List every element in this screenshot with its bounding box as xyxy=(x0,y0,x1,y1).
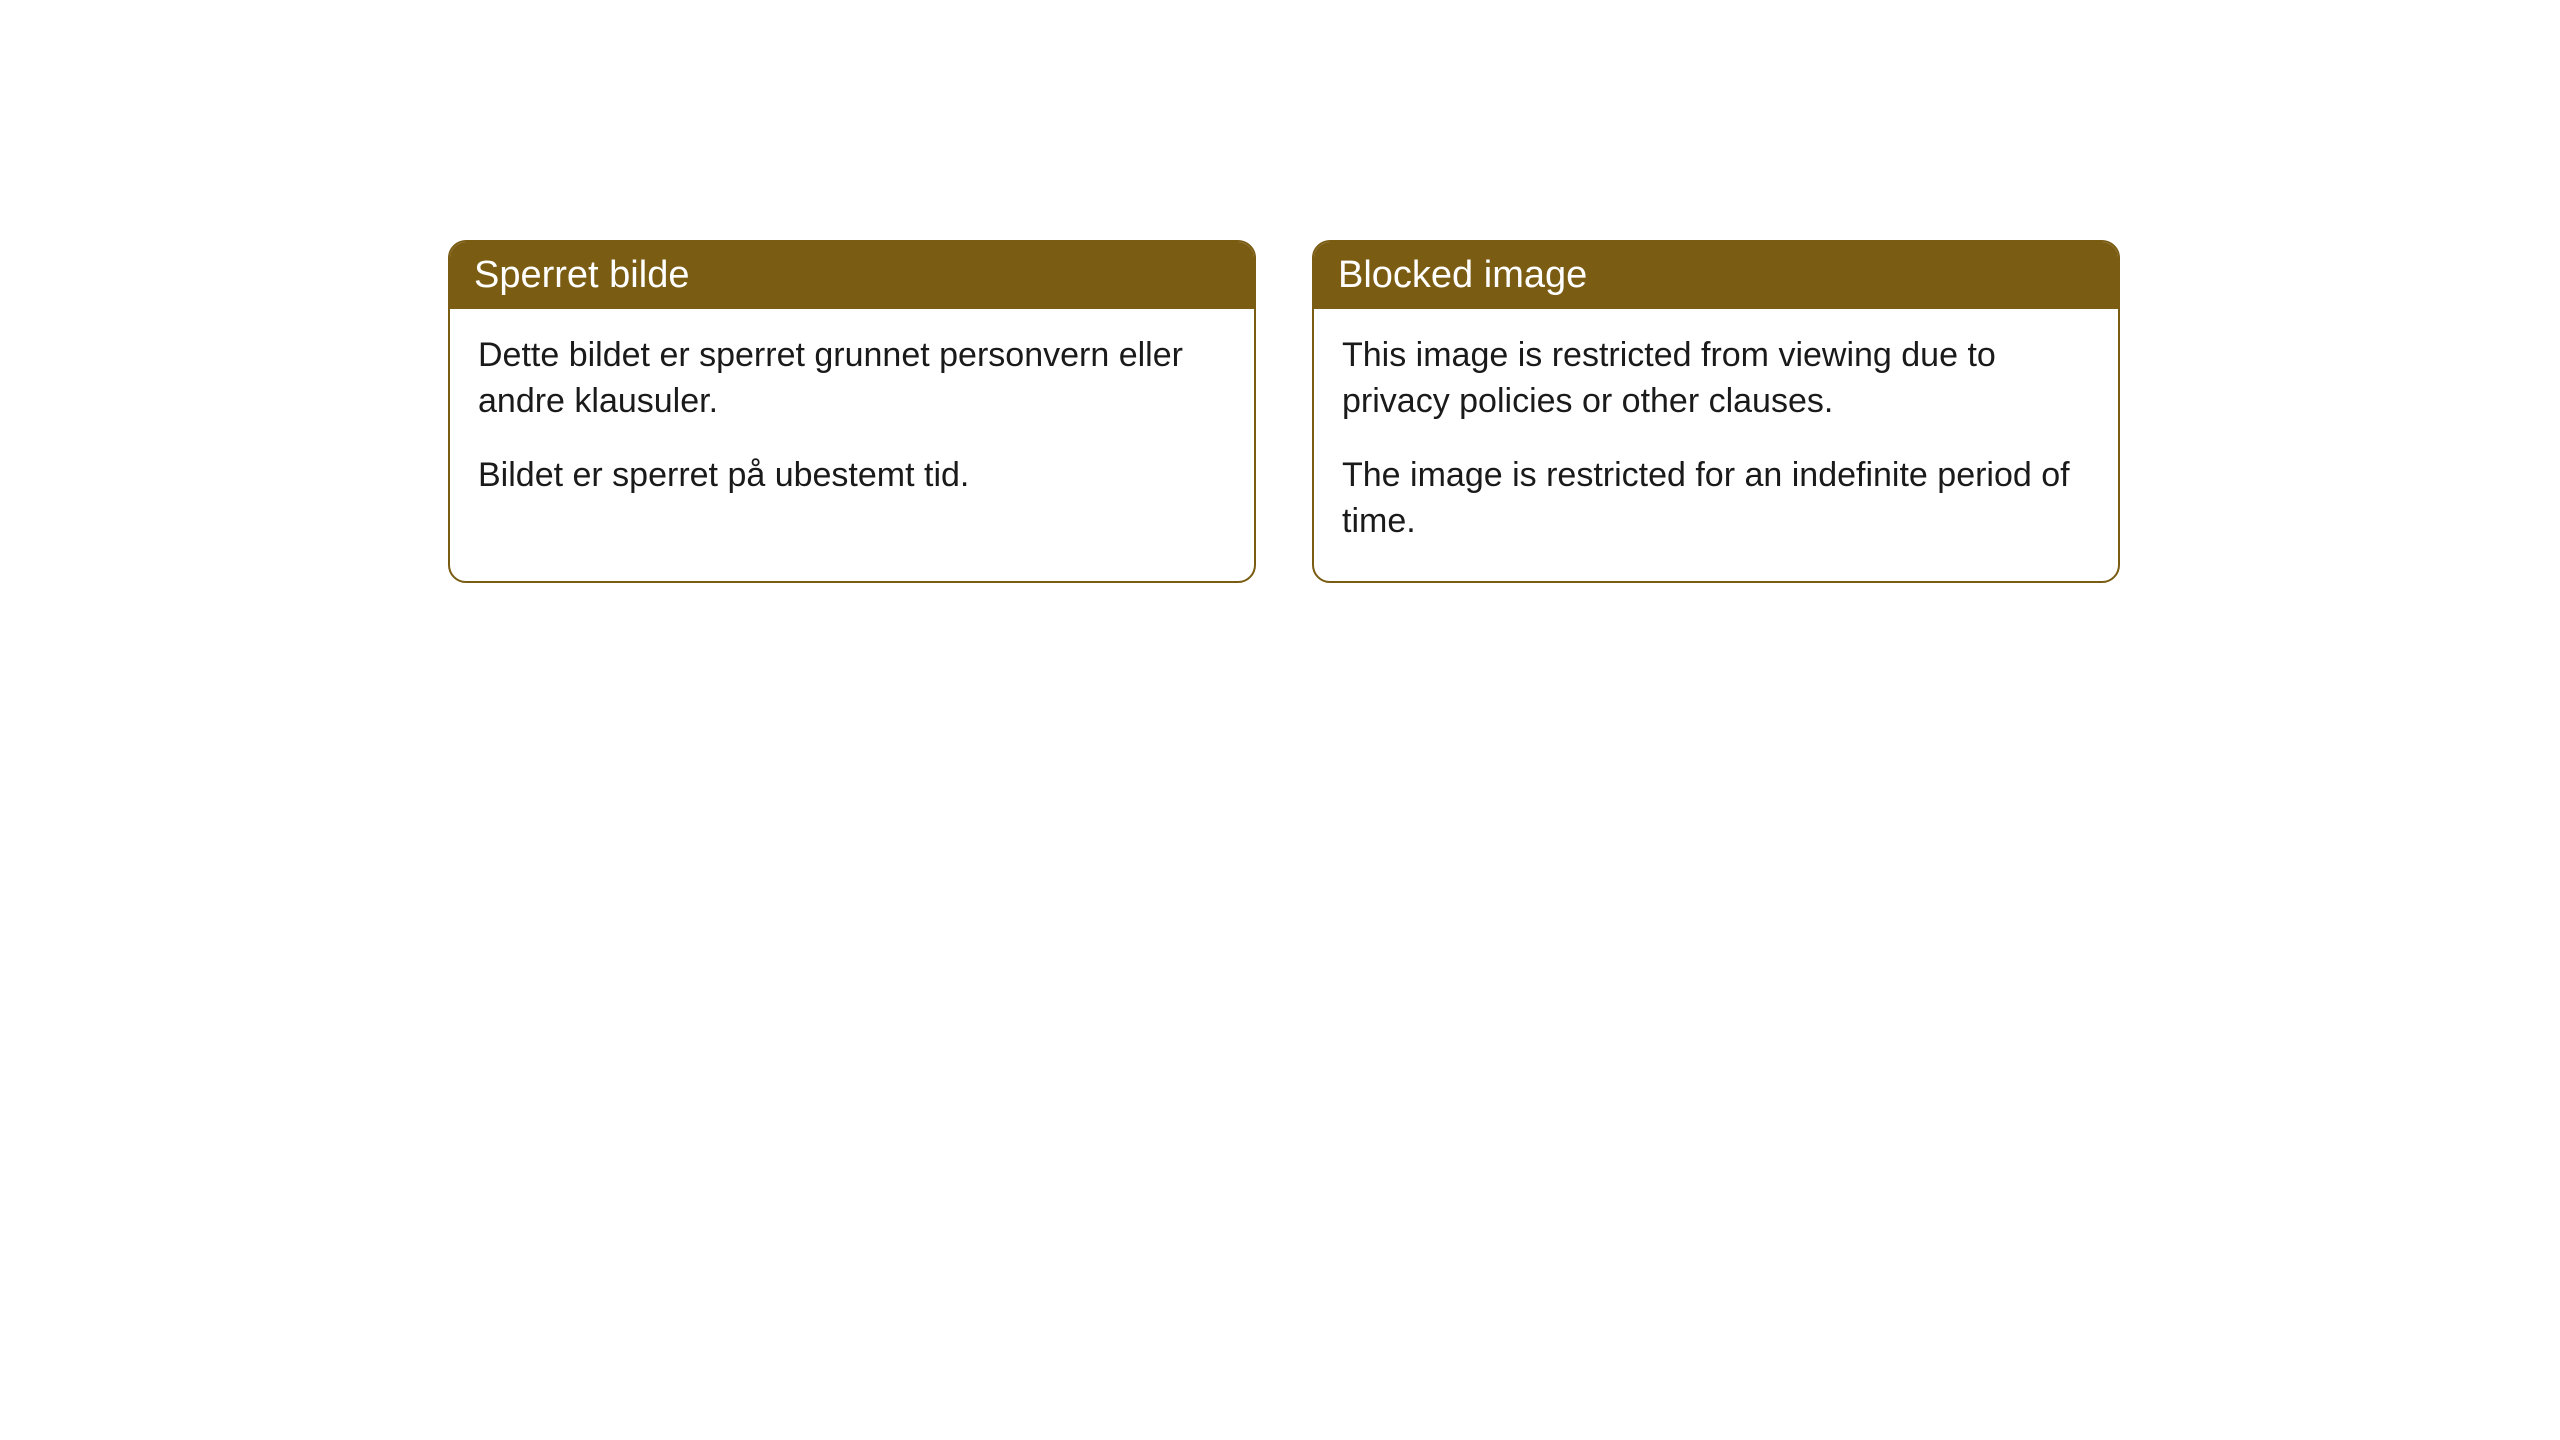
card-header: Blocked image xyxy=(1314,242,2118,309)
card-title: Blocked image xyxy=(1338,254,1587,296)
notice-text-line-1: Dette bildet er sperret grunnet personve… xyxy=(478,333,1226,425)
notice-text-line-2: The image is restricted for an indefinit… xyxy=(1342,453,2090,545)
notice-cards-container: Sperret bilde Dette bildet er sperret gr… xyxy=(448,240,2120,583)
card-body: Dette bildet er sperret grunnet personve… xyxy=(450,309,1254,535)
card-header: Sperret bilde xyxy=(450,242,1254,309)
card-body: This image is restricted from viewing du… xyxy=(1314,309,2118,581)
blocked-image-card-english: Blocked image This image is restricted f… xyxy=(1312,240,2120,583)
card-title: Sperret bilde xyxy=(474,254,689,296)
notice-text-line-1: This image is restricted from viewing du… xyxy=(1342,333,2090,425)
notice-text-line-2: Bildet er sperret på ubestemt tid. xyxy=(478,453,1226,499)
blocked-image-card-norwegian: Sperret bilde Dette bildet er sperret gr… xyxy=(448,240,1256,583)
